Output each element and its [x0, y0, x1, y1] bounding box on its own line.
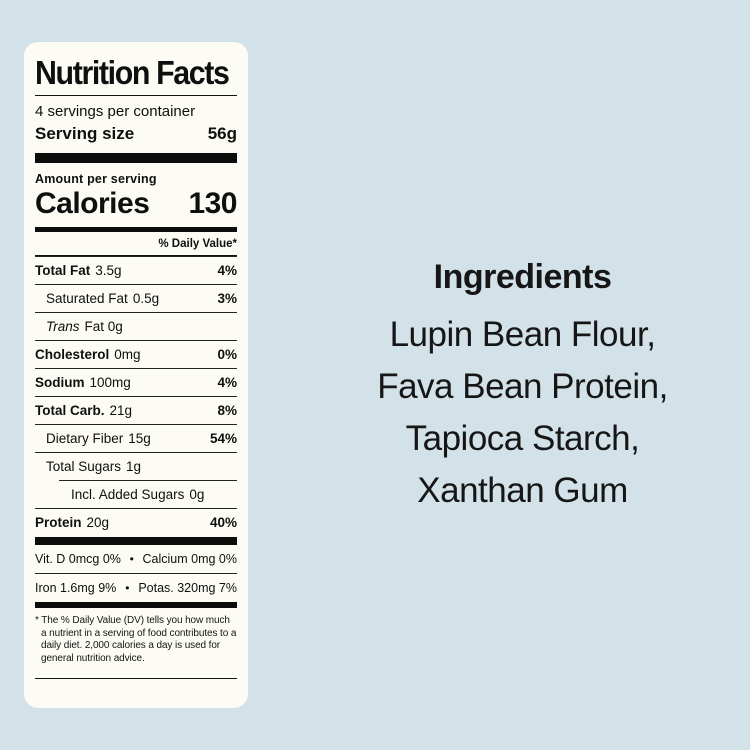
nutrition-facts-title: Nutrition Facts [35, 54, 230, 91]
divider-thin [35, 678, 237, 680]
ingredient-item: Tapioca Starch, [405, 419, 640, 458]
nutrient-name: Incl. Added Sugars [71, 487, 185, 503]
serving-size-label: Serving size [35, 124, 135, 144]
nutrient-name: Saturated Fat [46, 291, 128, 307]
nutrient-amount: 0mg [114, 347, 141, 363]
nutrient-amount: 20g [86, 515, 110, 531]
nutrient-amount: 100mg [89, 375, 131, 391]
daily-value-header: % Daily Value* [35, 232, 237, 257]
nutrition-facts-label: Nutrition Facts 4 servings per container… [24, 42, 248, 708]
micronutrient-left: Vit. D 0mcg 0% [35, 552, 121, 567]
micronutrient-right: Potas. 320mg 7% [138, 581, 237, 596]
nutrient-row-total-fat: Total Fat 3.5g 4% [35, 256, 237, 284]
nutrient-dv: 3% [217, 291, 237, 307]
nutrient-amount: 15g [128, 431, 151, 447]
nutrient-name: Total Sugars [46, 459, 122, 475]
nutrient-name: Sodium [35, 375, 85, 391]
calories-label: Calories [35, 187, 150, 221]
nutrient-name: Total Fat [35, 263, 91, 279]
ingredient-item: Lupin Bean Flour, [389, 315, 656, 354]
micronutrient-row-1: Vit. D 0mcg 0% • Calcium 0mg 0% [35, 545, 237, 573]
ingredient-item: Fava Bean Protein, [377, 367, 668, 406]
nutrient-dv: 8% [217, 403, 237, 419]
daily-value-footnote: * The % Daily Value (DV) tells you how m… [35, 615, 237, 664]
nutrient-dv: 0% [217, 347, 237, 363]
serving-size-row: Serving size 56g [35, 124, 237, 144]
divider-bar-thick [35, 537, 237, 546]
nutrient-row-trans-fat: Trans Fat 0g [35, 312, 237, 340]
nutrient-amount: 0.5g [132, 291, 160, 307]
nutrient-name: Total Carb. [35, 403, 105, 419]
bullet-separator: • [125, 581, 130, 596]
nutrient-name: Trans [46, 319, 80, 335]
servings-per-container: 4 servings per container [35, 103, 196, 121]
nutrient-row-added-sugars: Incl. Added Sugars 0g [59, 480, 237, 508]
nutrient-row-total-sugars: Total Sugars 1g [35, 452, 237, 480]
ingredients-panel: Ingredients Lupin Bean Flour, Fava Bean … [345, 258, 700, 517]
nutrient-dv: 4% [217, 263, 237, 279]
micronutrient-right: Calcium 0mg 0% [142, 552, 237, 567]
ingredient-item: Xanthan Gum [417, 471, 628, 510]
micronutrient-left: Iron 1.6mg 9% [35, 581, 117, 596]
divider-bar-medium [35, 227, 237, 233]
nutrient-name: Dietary Fiber [46, 431, 124, 447]
calories-row: Calories 130 [35, 187, 237, 220]
nutrient-amount: 1g [126, 459, 142, 475]
nutrient-amount: 0g [189, 487, 205, 503]
amount-per-serving: Amount per serving [35, 172, 157, 187]
nutrient-row-sodium: Sodium 100mg 4% [35, 368, 237, 396]
bullet-separator: • [129, 552, 134, 567]
divider-bar-thick [35, 153, 237, 164]
nutrient-row-saturated-fat: Saturated Fat 0.5g 3% [35, 284, 237, 312]
nutrient-dv: 54% [209, 431, 237, 447]
micronutrient-row-2: Iron 1.6mg 9% • Potas. 320mg 7% [35, 573, 237, 602]
nutrient-amount: 21g [109, 403, 133, 419]
serving-size-value: 56g [207, 124, 237, 144]
nutrient-name: Protein [35, 515, 82, 531]
nutrient-amount: Fat 0g [84, 319, 123, 335]
nutrient-row-cholesterol: Cholesterol 0mg 0% [35, 340, 237, 368]
divider-bar-medium [35, 602, 237, 609]
nutrient-row-total-carb: Total Carb. 21g 8% [35, 396, 237, 424]
nutrient-name: Cholesterol [35, 347, 110, 363]
nutrient-dv: 40% [209, 515, 237, 531]
nutrient-row-dietary-fiber: Dietary Fiber 15g 54% [35, 424, 237, 452]
calories-value: 130 [188, 187, 237, 221]
ingredients-title: Ingredients [433, 258, 612, 296]
divider-thin [35, 95, 237, 97]
nutrient-dv: 4% [217, 375, 237, 391]
nutrient-row-protein: Protein 20g 40% [35, 508, 237, 536]
nutrient-amount: 3.5g [95, 263, 122, 279]
